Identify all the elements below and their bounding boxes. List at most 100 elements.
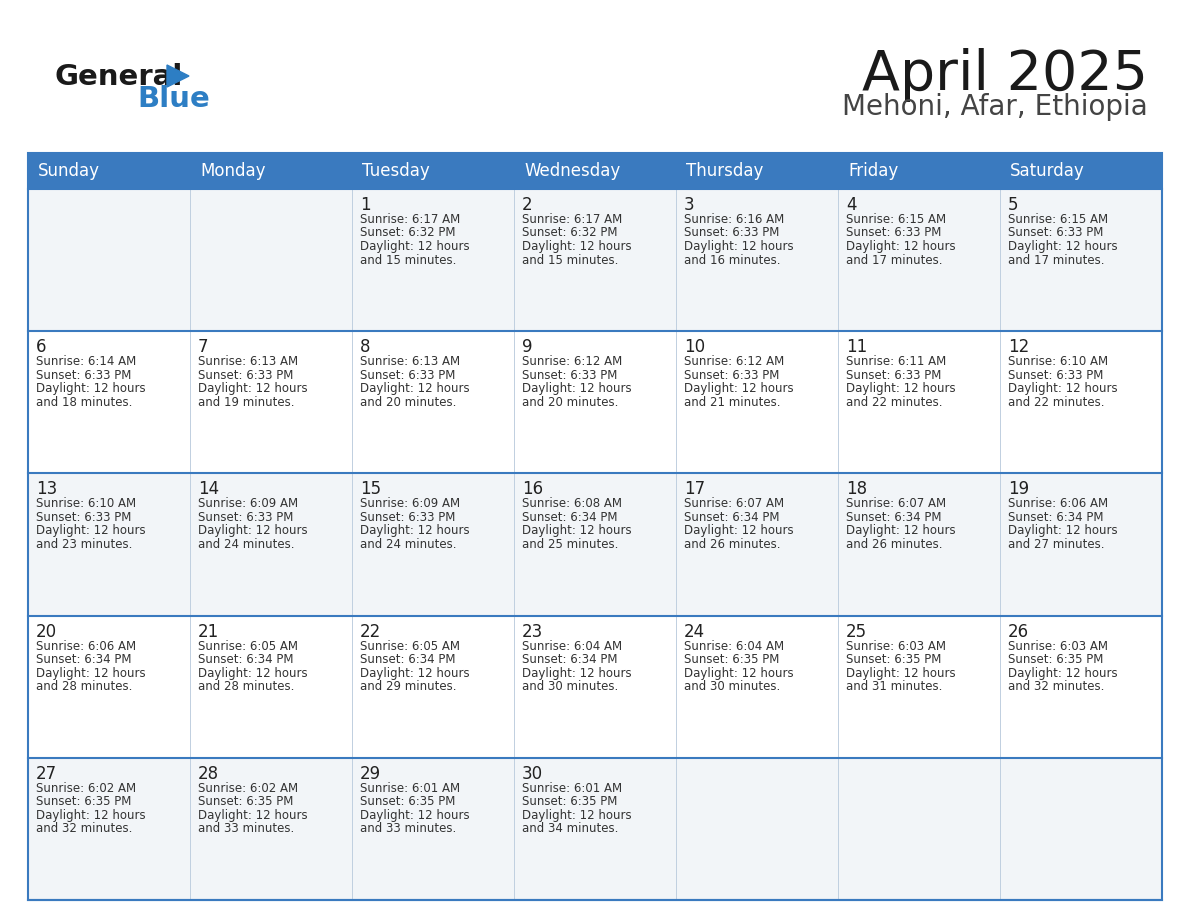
Text: 19: 19: [1007, 480, 1029, 498]
Text: Daylight: 12 hours: Daylight: 12 hours: [198, 524, 308, 537]
Text: Sunrise: 6:04 AM: Sunrise: 6:04 AM: [684, 640, 784, 653]
Text: Daylight: 12 hours: Daylight: 12 hours: [360, 666, 469, 679]
Text: and 31 minutes.: and 31 minutes.: [846, 680, 942, 693]
Text: Daylight: 12 hours: Daylight: 12 hours: [522, 240, 632, 253]
Text: and 29 minutes.: and 29 minutes.: [360, 680, 456, 693]
Text: Sunrise: 6:14 AM: Sunrise: 6:14 AM: [36, 355, 137, 368]
Bar: [514, 153, 676, 189]
Text: 2: 2: [522, 196, 532, 214]
Text: Sunset: 6:34 PM: Sunset: 6:34 PM: [1007, 511, 1104, 524]
Text: Sunrise: 6:05 AM: Sunrise: 6:05 AM: [198, 640, 298, 653]
Text: Sunrise: 6:07 AM: Sunrise: 6:07 AM: [684, 498, 784, 510]
Text: and 20 minutes.: and 20 minutes.: [360, 396, 456, 409]
Text: Sunrise: 6:04 AM: Sunrise: 6:04 AM: [522, 640, 623, 653]
Text: 17: 17: [684, 480, 706, 498]
Bar: [352, 153, 514, 189]
Text: Sunset: 6:35 PM: Sunset: 6:35 PM: [522, 795, 618, 809]
Text: and 28 minutes.: and 28 minutes.: [36, 680, 132, 693]
Text: Sunrise: 6:15 AM: Sunrise: 6:15 AM: [846, 213, 946, 226]
Text: Daylight: 12 hours: Daylight: 12 hours: [360, 382, 469, 396]
Text: Sunset: 6:33 PM: Sunset: 6:33 PM: [360, 369, 455, 382]
Text: Sunrise: 6:03 AM: Sunrise: 6:03 AM: [846, 640, 946, 653]
Text: Sunset: 6:33 PM: Sunset: 6:33 PM: [684, 369, 779, 382]
Text: and 27 minutes.: and 27 minutes.: [1007, 538, 1105, 551]
Text: Sunrise: 6:15 AM: Sunrise: 6:15 AM: [1007, 213, 1108, 226]
Text: and 21 minutes.: and 21 minutes.: [684, 396, 781, 409]
Text: Daylight: 12 hours: Daylight: 12 hours: [360, 240, 469, 253]
Text: Sunset: 6:35 PM: Sunset: 6:35 PM: [360, 795, 455, 809]
Text: 14: 14: [198, 480, 219, 498]
Text: 12: 12: [1007, 338, 1029, 356]
Text: Sunrise: 6:06 AM: Sunrise: 6:06 AM: [36, 640, 137, 653]
Text: Sunrise: 6:13 AM: Sunrise: 6:13 AM: [360, 355, 460, 368]
Text: Sunset: 6:35 PM: Sunset: 6:35 PM: [684, 653, 779, 666]
Text: Sunset: 6:35 PM: Sunset: 6:35 PM: [198, 795, 293, 809]
Text: and 30 minutes.: and 30 minutes.: [684, 680, 781, 693]
Text: Sunset: 6:34 PM: Sunset: 6:34 PM: [684, 511, 779, 524]
Text: Sunrise: 6:09 AM: Sunrise: 6:09 AM: [360, 498, 460, 510]
Text: Tuesday: Tuesday: [362, 162, 430, 180]
Text: Sunrise: 6:13 AM: Sunrise: 6:13 AM: [198, 355, 298, 368]
Text: and 26 minutes.: and 26 minutes.: [684, 538, 781, 551]
Text: Daylight: 12 hours: Daylight: 12 hours: [36, 666, 146, 679]
Text: Daylight: 12 hours: Daylight: 12 hours: [36, 524, 146, 537]
Text: General: General: [55, 63, 183, 91]
Text: Daylight: 12 hours: Daylight: 12 hours: [360, 524, 469, 537]
Text: 18: 18: [846, 480, 867, 498]
Text: Daylight: 12 hours: Daylight: 12 hours: [1007, 382, 1118, 396]
Text: Daylight: 12 hours: Daylight: 12 hours: [522, 666, 632, 679]
Text: 22: 22: [360, 622, 381, 641]
Bar: [29, 474, 1162, 616]
Text: Daylight: 12 hours: Daylight: 12 hours: [1007, 240, 1118, 253]
Text: Daylight: 12 hours: Daylight: 12 hours: [684, 382, 794, 396]
Text: Sunset: 6:33 PM: Sunset: 6:33 PM: [360, 511, 455, 524]
Text: Sunrise: 6:03 AM: Sunrise: 6:03 AM: [1007, 640, 1108, 653]
Polygon shape: [168, 65, 189, 87]
Text: and 24 minutes.: and 24 minutes.: [198, 538, 295, 551]
Text: and 22 minutes.: and 22 minutes.: [1007, 396, 1105, 409]
Bar: [29, 153, 1162, 900]
Text: 25: 25: [846, 622, 867, 641]
Text: Sunrise: 6:01 AM: Sunrise: 6:01 AM: [522, 782, 623, 795]
Text: Daylight: 12 hours: Daylight: 12 hours: [198, 382, 308, 396]
Text: 8: 8: [360, 338, 371, 356]
Text: and 17 minutes.: and 17 minutes.: [1007, 253, 1105, 266]
Text: Sunset: 6:33 PM: Sunset: 6:33 PM: [1007, 369, 1104, 382]
Text: Sunday: Sunday: [38, 162, 100, 180]
Bar: [29, 616, 1162, 757]
Text: Daylight: 12 hours: Daylight: 12 hours: [684, 240, 794, 253]
Text: 3: 3: [684, 196, 695, 214]
Text: and 24 minutes.: and 24 minutes.: [360, 538, 456, 551]
Text: and 32 minutes.: and 32 minutes.: [36, 823, 132, 835]
Text: Sunrise: 6:12 AM: Sunrise: 6:12 AM: [522, 355, 623, 368]
Text: Sunrise: 6:09 AM: Sunrise: 6:09 AM: [198, 498, 298, 510]
Text: Sunset: 6:32 PM: Sunset: 6:32 PM: [360, 227, 455, 240]
Bar: [29, 153, 190, 189]
Text: Daylight: 12 hours: Daylight: 12 hours: [360, 809, 469, 822]
Text: and 15 minutes.: and 15 minutes.: [360, 253, 456, 266]
Text: Friday: Friday: [848, 162, 898, 180]
Bar: [838, 153, 1000, 189]
Text: and 28 minutes.: and 28 minutes.: [198, 680, 295, 693]
Text: 16: 16: [522, 480, 543, 498]
Text: Sunrise: 6:08 AM: Sunrise: 6:08 AM: [522, 498, 623, 510]
Text: Sunrise: 6:12 AM: Sunrise: 6:12 AM: [684, 355, 784, 368]
Text: Sunset: 6:34 PM: Sunset: 6:34 PM: [522, 653, 618, 666]
Text: Sunset: 6:35 PM: Sunset: 6:35 PM: [36, 795, 132, 809]
Text: Daylight: 12 hours: Daylight: 12 hours: [522, 524, 632, 537]
Text: 30: 30: [522, 765, 543, 783]
Text: 24: 24: [684, 622, 706, 641]
Text: Sunrise: 6:10 AM: Sunrise: 6:10 AM: [36, 498, 137, 510]
Text: April 2025: April 2025: [862, 48, 1148, 102]
Text: Sunrise: 6:10 AM: Sunrise: 6:10 AM: [1007, 355, 1108, 368]
Text: 10: 10: [684, 338, 706, 356]
Text: and 23 minutes.: and 23 minutes.: [36, 538, 132, 551]
Text: Blue: Blue: [137, 85, 210, 113]
Text: Sunset: 6:33 PM: Sunset: 6:33 PM: [846, 227, 941, 240]
Text: and 22 minutes.: and 22 minutes.: [846, 396, 942, 409]
Text: Daylight: 12 hours: Daylight: 12 hours: [198, 666, 308, 679]
Text: 26: 26: [1007, 622, 1029, 641]
Text: 23: 23: [522, 622, 543, 641]
Text: Daylight: 12 hours: Daylight: 12 hours: [36, 809, 146, 822]
Bar: [29, 757, 1162, 900]
